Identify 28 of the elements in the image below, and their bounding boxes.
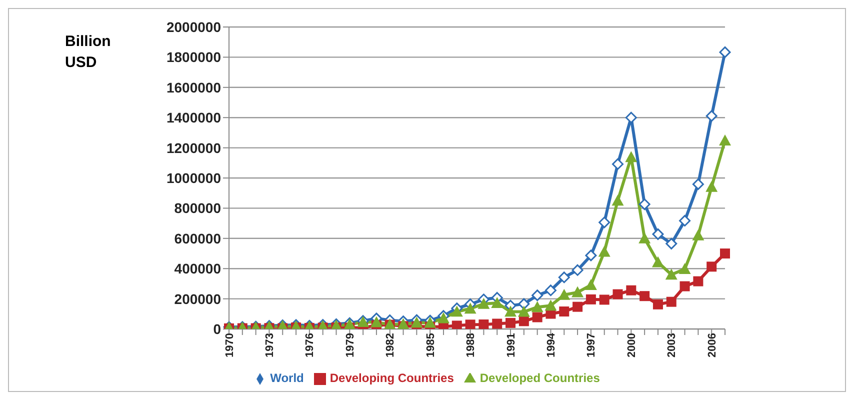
legend-label: Developing Countries (330, 371, 454, 385)
x-tick-label: 1985 (424, 333, 437, 358)
y-tick-label: 1600000 (166, 79, 222, 96)
y-tick-label: 2000000 (166, 18, 222, 35)
x-tick-label: 1976 (304, 333, 316, 358)
legend-label: World (270, 371, 304, 385)
y-tick-label: 800000 (174, 200, 222, 216)
y-tick-label: 600000 (174, 230, 222, 246)
x-tick-label: 1988 (465, 333, 478, 358)
x-tick-label: 1979 (344, 333, 356, 358)
x-tick-label: 1970 (224, 333, 236, 358)
x-tick-label: 1982 (384, 333, 397, 358)
y-tick-label: 1200000 (166, 140, 222, 156)
x-tick-label: 1994 (546, 332, 558, 358)
y-tick-label: 1800000 (166, 49, 222, 66)
x-tick-label: 2000 (626, 333, 638, 358)
y-tick-label: 1000000 (166, 170, 222, 186)
y-tick-label: 400000 (174, 260, 222, 277)
legend-label: Developed Countries (480, 371, 600, 385)
x-tick-label: 1991 (505, 333, 518, 358)
y-tick-label: 0 (213, 320, 222, 337)
y-tick-label: 1400000 (166, 110, 222, 126)
x-tick-label: 1997 (586, 333, 598, 358)
x-tick-label: 2006 (706, 333, 718, 358)
y-axis-title: Billion USD (65, 32, 112, 73)
x-tick-label: 1973 (264, 333, 276, 358)
x-tick-label: 2003 (666, 333, 678, 358)
y-tick-label: 200000 (174, 290, 222, 307)
